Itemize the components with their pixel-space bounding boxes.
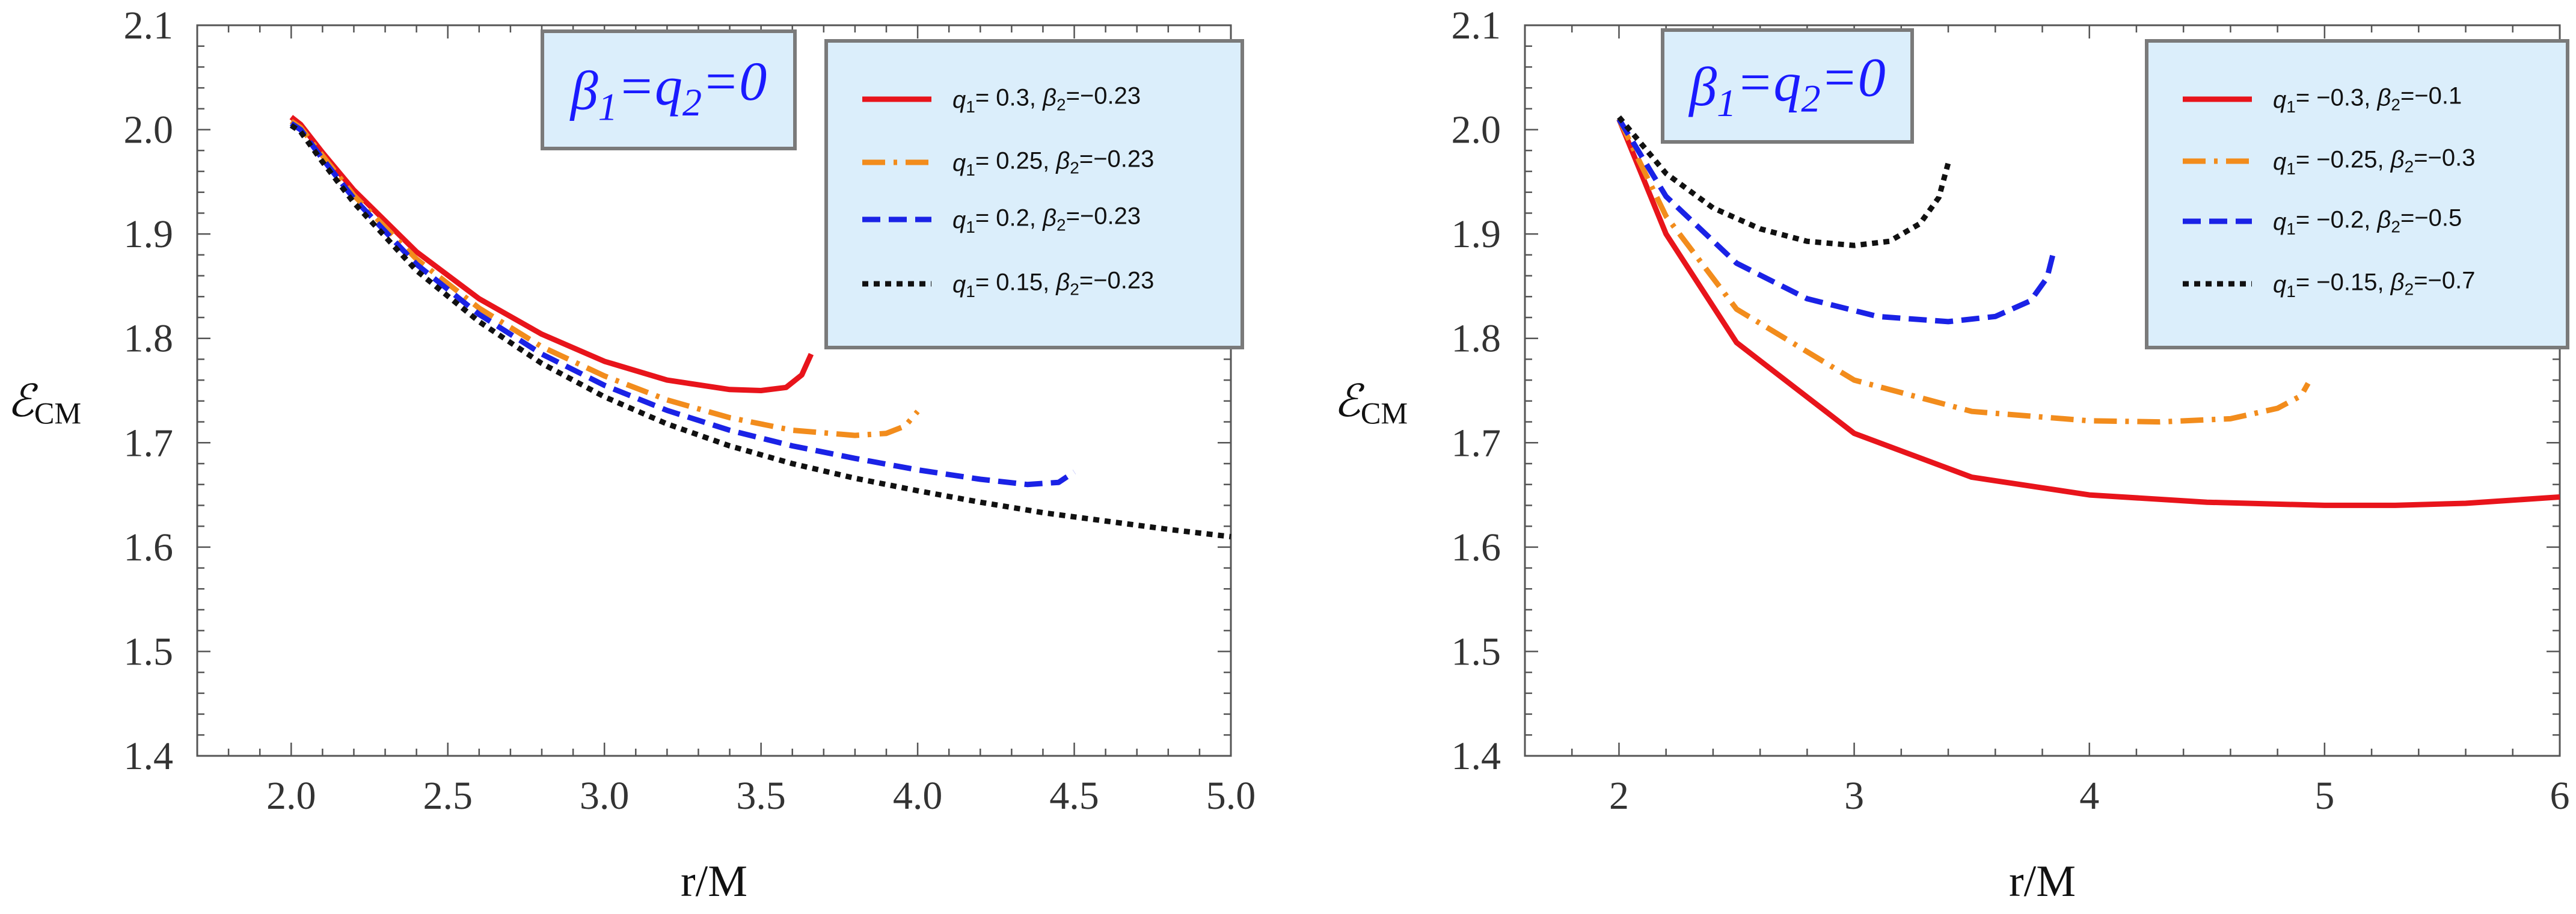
legend-label-3: q1= 0.2, β2=−0.23 [952, 203, 1141, 236]
legend-subscript: 1 [2286, 219, 2296, 238]
legend-label-2: q1= 0.25, β2=−0.23 [952, 146, 1154, 179]
chart-panel-1: 2.0 2.5 3.0 3.5 4.0 4.5 5.0 1.4 1.5 1.6 1.7 1.8 1.9 2… [7, 4, 1256, 906]
x-axis-label: r/M [681, 857, 747, 906]
legend-label-2: q1= −0.25, β2=−0.3 [2273, 144, 2476, 178]
y-tick-label: 1.6 [1452, 526, 1501, 569]
legend-subscript: 1 [2286, 97, 2296, 116]
x-tick-label: 4 [2079, 774, 2099, 818]
y-axis-label-subscript: CM [1361, 397, 1408, 431]
x-tick-label: 2.5 [423, 774, 473, 818]
annotation-box [541, 29, 797, 150]
y-tick-label: 2.1 [124, 4, 174, 48]
series-line-1 [1616, 118, 2560, 508]
annotation-subscript: 2 [682, 81, 702, 124]
legend-label-4: q1= −0.15, β2=−0.7 [2273, 267, 2476, 301]
legend-subscript: 2 [1070, 280, 1079, 298]
annotation-text: β1=q2=0 [1688, 47, 1885, 124]
legend-subscript: 2 [1070, 158, 1079, 177]
annotation-box [1661, 28, 1914, 144]
y-axis-label: ℰCM [7, 377, 81, 431]
legend-label-4: q1= 0.15, β2=−0.23 [952, 267, 1154, 301]
x-tick-label: 6 [2550, 774, 2570, 818]
series-line-3 [1616, 117, 2057, 325]
legend-subscript: 1 [966, 282, 975, 301]
x-tick-label: 3.0 [580, 774, 630, 818]
series-line-4 [289, 123, 1231, 539]
legend-subscript: 1 [966, 97, 975, 116]
plot-frame [196, 24, 1232, 757]
legend-subscript: 1 [966, 161, 975, 179]
x-tick-label: 3 [1844, 774, 1864, 818]
legend-box [824, 39, 1244, 349]
legend-label-1: q1= 0.3, β2=−0.23 [952, 82, 1141, 116]
legend-label-1: q1= −0.3, β2=−0.1 [2273, 82, 2462, 116]
legend-subscript: 2 [1056, 95, 1066, 114]
x-tick-label: 4.5 [1049, 774, 1099, 818]
y-tick-label: 1.9 [124, 212, 174, 256]
legend-subscript: 2 [2391, 95, 2400, 114]
y-tick-label: 2.0 [1452, 108, 1501, 152]
x-tick-label: 4.0 [893, 774, 943, 818]
y-tick-label: 1.5 [124, 630, 174, 673]
y-axis-label: ℰCM [1334, 377, 1408, 431]
series-line-2 [289, 118, 920, 438]
x-tick-label: 5.0 [1206, 774, 1256, 818]
y-tick-label: 1.6 [124, 526, 174, 569]
legend-subscript: 2 [2405, 280, 2414, 298]
y-tick-label: 1.7 [1452, 421, 1501, 465]
series-line-4 [1617, 115, 1951, 248]
legend-subscript: 2 [2405, 157, 2414, 176]
y-tick-label: 2.1 [1452, 4, 1501, 48]
annotation-subscript: 1 [1717, 82, 1736, 124]
series-line-3 [289, 121, 1076, 488]
x-tick-label: 2 [1609, 774, 1629, 818]
legend-box [2145, 39, 2569, 349]
legend-subscript: 1 [2286, 282, 2296, 301]
legend-subscript: 1 [966, 218, 975, 236]
legend-subscript: 2 [2391, 217, 2400, 236]
y-tick-label: 2.0 [124, 108, 174, 152]
y-tick-label: 1.5 [1452, 630, 1501, 673]
y-tick-label: 1.9 [1452, 212, 1501, 256]
annotation-subscript: 1 [598, 86, 618, 129]
x-tick-label: 2.0 [266, 774, 316, 818]
series-line-2 [1616, 118, 2311, 425]
y-axis-label-subscript: CM [34, 397, 81, 431]
legend-label-3: q1= −0.2, β2=−0.5 [2273, 204, 2462, 238]
y-tick-label: 1.4 [1452, 734, 1501, 778]
annotation-text: β1=q2=0 [569, 51, 767, 128]
legend-subscript: 2 [1056, 215, 1066, 234]
y-tick-label: 1.8 [1452, 317, 1501, 361]
y-tick-label: 1.7 [124, 421, 174, 465]
y-tick-label: 1.8 [124, 317, 174, 361]
annotation-subscript: 2 [1801, 77, 1820, 120]
legend-subscript: 1 [2286, 159, 2296, 178]
x-tick-label: 5 [2314, 774, 2334, 818]
x-tick-label: 3.5 [736, 774, 786, 818]
y-tick-label: 1.4 [124, 734, 174, 778]
x-axis-label: r/M [2009, 857, 2076, 906]
chart-panel-2: 2 3 4 5 6 1.4 1.5 1.6 1.7 1.8 1.9 2.0 2.1 r/M ℰCM β1=q2… [1334, 4, 2570, 906]
